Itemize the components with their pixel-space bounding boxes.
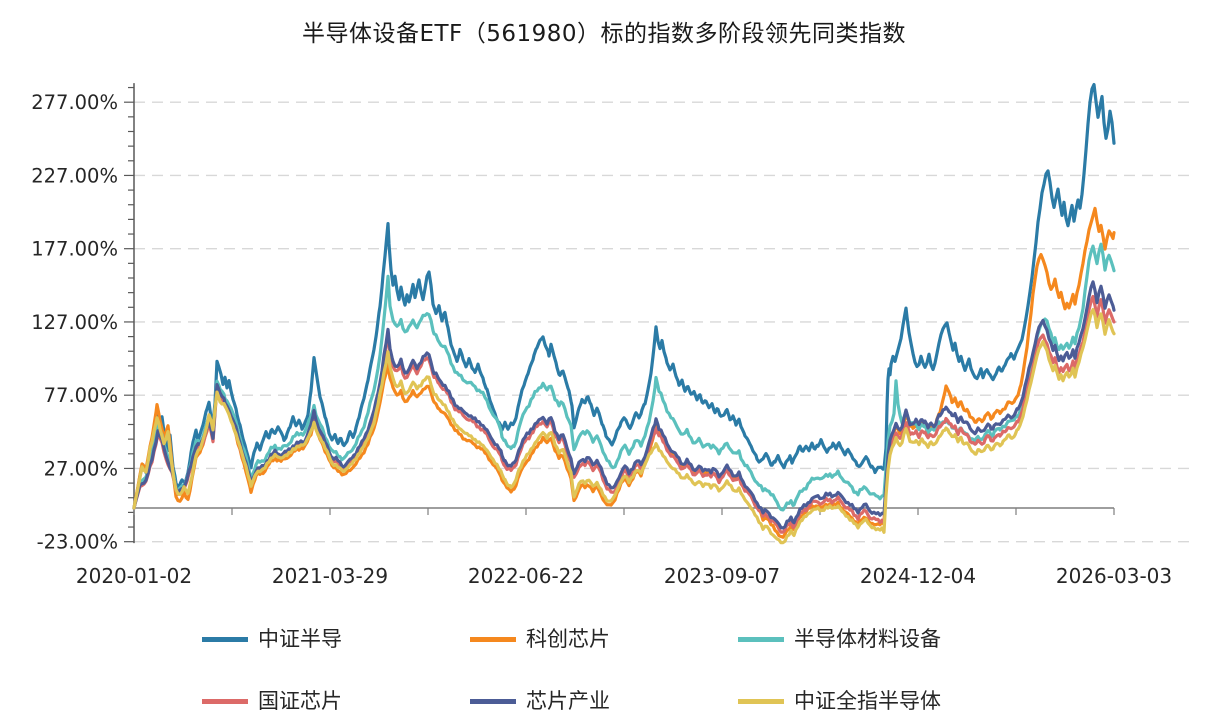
y-tick-label: -23.00% (37, 531, 118, 554)
series-line-科创芯片 (132, 206, 1116, 539)
x-tick-label: 2021-03-29 (272, 564, 388, 588)
series-line-中证全指半导体 (132, 308, 1116, 545)
y-tick-label: 27.00% (44, 457, 118, 480)
y-tick-label: 277.00% (31, 91, 118, 114)
x-tick-label: 2023-09-07 (664, 564, 780, 588)
chart-title: 半导体设备ETF（561980）标的指数多阶段领先同类指数 (301, 21, 907, 47)
x-tick-label: 2022-06-22 (468, 564, 584, 588)
x-tick-label: 2020-01-02 (76, 564, 192, 588)
y-tick-label: 77.00% (44, 384, 118, 407)
series-line-中证半导 (132, 83, 1116, 510)
x-tick-label: 2024-12-04 (860, 564, 976, 588)
y-tick-label: 227.00% (31, 164, 118, 187)
series-line-芯片产业 (132, 280, 1116, 530)
x-tick-label: 2026-03-03 (1056, 564, 1172, 588)
y-tick-label: 177.00% (31, 238, 118, 261)
series-line-国证芯片 (132, 294, 1116, 534)
y-tick-label: 127.00% (31, 311, 118, 334)
